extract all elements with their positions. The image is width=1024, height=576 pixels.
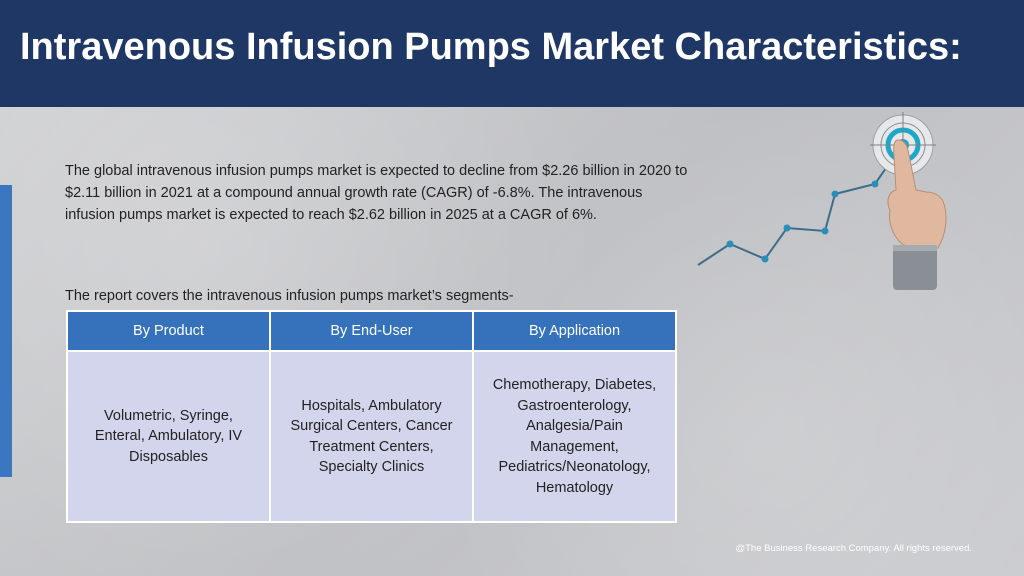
- table-row: Volumetric, Syringe, Enteral, Ambulatory…: [66, 350, 677, 523]
- header-bar: Intravenous Infusion Pumps Market Charac…: [0, 0, 1024, 107]
- graph-dot: [783, 224, 791, 232]
- pointing-hand-icon: [887, 139, 947, 290]
- graph-dot: [871, 180, 879, 188]
- growth-line-graphic: [697, 112, 947, 290]
- graph-dot: [761, 255, 769, 263]
- column-header-product: By Product: [66, 310, 271, 352]
- segments-table: By Product By End-User By Application Vo…: [66, 310, 677, 523]
- column-header-application: By Application: [472, 310, 677, 352]
- graph-dot: [831, 190, 839, 198]
- growth-line: [697, 154, 896, 266]
- intro-paragraph: The global intravenous infusion pumps ma…: [65, 163, 688, 223]
- segments-label: The report covers the intravenous infusi…: [65, 288, 514, 304]
- left-accent-bar: [0, 185, 12, 477]
- column-header-end-user: By End-User: [269, 310, 474, 352]
- copyright-footer: @The Business Research Company. All righ…: [735, 543, 972, 554]
- graph-dot: [726, 240, 734, 248]
- cell-application: Chemotherapy, Diabetes, Gastroenterology…: [472, 350, 677, 523]
- cell-end-user: Hospitals, Ambulatory Surgical Centers, …: [269, 350, 474, 523]
- cell-product: Volumetric, Syringe, Enteral, Ambulatory…: [66, 350, 271, 523]
- table-header-row: By Product By End-User By Application: [66, 310, 677, 352]
- graph-dot: [821, 227, 829, 235]
- page-title: Intravenous Infusion Pumps Market Charac…: [20, 26, 962, 68]
